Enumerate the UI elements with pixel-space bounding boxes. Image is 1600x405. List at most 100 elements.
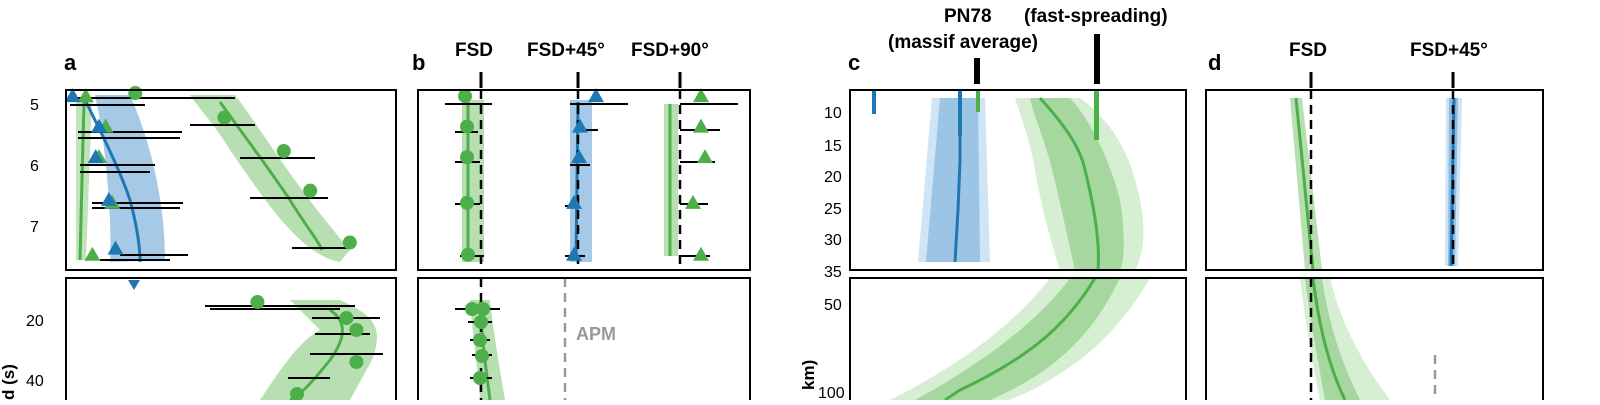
a-bottom-marks [250, 295, 364, 401]
c-header-pn78: PN78 [944, 6, 992, 27]
a-top-point-1-4 [84, 246, 101, 261]
a-top-point-2-2 [87, 149, 104, 164]
a-tick-5: 5 [30, 97, 39, 114]
d-bottom-curve [1311, 278, 1347, 400]
a-tick-7: 7 [30, 219, 39, 236]
a-top-plot [70, 95, 350, 263]
panel-b-label: b [412, 50, 425, 75]
b-top-marks [458, 88, 713, 262]
a-green-band [190, 95, 350, 262]
b-top-point-2-3 [685, 194, 701, 209]
a-ylabel: d (s) [0, 364, 18, 400]
c-green-tick-mid [976, 90, 980, 112]
c-tick-35: 35 [824, 264, 842, 281]
a-bottom-point-0-3 [349, 355, 364, 369]
c-tick-50: 50 [824, 297, 842, 314]
b-top-point-1-0 [588, 88, 604, 103]
c-header-massif: (massif average) [888, 32, 1038, 53]
a-bottom-point-0-0 [250, 295, 265, 309]
b-bottom-point-3 [473, 333, 487, 347]
b-header-fsd45: FSD+45° [527, 40, 605, 61]
a-top-marks [64, 86, 357, 261]
c-header-fast: (fast-spreading) [1024, 6, 1168, 27]
a-bottom-errorbars [205, 305, 383, 379]
d-header-ticks [1309, 72, 1455, 88]
a-top-point-2-3 [100, 191, 117, 206]
b-bottom-point-5 [473, 371, 487, 385]
a-top-point-0-1 [217, 110, 232, 125]
b-top-point-1-3 [566, 194, 582, 209]
a-errorbars [70, 97, 350, 261]
d-top-frame [1205, 89, 1544, 271]
d-top-plot [1290, 90, 1462, 270]
c-blue-tick-mid [958, 90, 962, 136]
b-bottom-point-1 [476, 302, 490, 316]
c-tick-100: 100 [818, 385, 845, 400]
b-top-frame [417, 89, 751, 271]
b-dashed-refs [479, 90, 682, 270]
a-top-point-2-4 [107, 240, 124, 255]
c-bottom-plot [890, 278, 1150, 400]
b-bottom-plot [455, 278, 567, 400]
panel-c-label: c [848, 50, 860, 75]
panel-b: b FSD FSD+45° FSD+90° [412, 40, 751, 405]
a-bottom-point-0-4 [290, 387, 304, 401]
a-blue-edge-marker [128, 280, 140, 290]
c-tick-15: 15 [824, 138, 842, 155]
panel-a: a 5 6 7 20 40 d (s) [0, 50, 397, 405]
b-top-point-0-0 [458, 89, 472, 104]
b-header-ticks [479, 72, 682, 88]
b-header-fsd90: FSD+90° [631, 40, 709, 61]
c-green-tick-right [1094, 90, 1099, 140]
b-bottom-frame [417, 277, 751, 405]
c-bottom-band-inner [915, 278, 1120, 400]
a-bottom-green-band [260, 300, 377, 400]
c-tick-20: 20 [824, 169, 842, 186]
c-blue-band-inner [926, 98, 980, 262]
a-top-point-0-3 [303, 183, 318, 198]
c-bottom-frame [849, 277, 1187, 405]
b-top-point-2-2 [697, 149, 713, 164]
b-bottom-point-0 [465, 302, 479, 316]
b-apm-label: APM [576, 324, 616, 344]
c-fast-bar [1094, 34, 1100, 84]
panel-d: d FSD FSD+45° [1205, 40, 1544, 405]
d-header-fsd45: FSD+45° [1410, 40, 1488, 61]
panel-d-label: d [1208, 50, 1221, 75]
a-top-point-2-0 [64, 88, 81, 103]
b-top-point-1-4 [566, 246, 582, 261]
a-bottom-frame [65, 277, 397, 405]
a-bottom-plot [205, 300, 383, 400]
b-top-point-2-1 [693, 118, 709, 133]
b-header-fsd: FSD [455, 40, 493, 61]
a-tick-40: 40 [26, 373, 44, 390]
b-top-point-0-4 [461, 247, 475, 262]
a-top-point-1-0 [77, 88, 94, 103]
a-bottom-point-0-1 [339, 311, 354, 325]
b-bottom-point-4 [475, 349, 489, 363]
a-tick-20: 20 [26, 313, 44, 330]
c-tick-30: 30 [824, 232, 842, 249]
c-tick-10: 10 [824, 105, 842, 122]
c-top-frame [849, 89, 1187, 271]
a-tick-6: 6 [30, 158, 39, 175]
c-blue-tick-left [872, 90, 876, 114]
a-green-curve-2 [78, 101, 86, 261]
a-top-point-0-0 [128, 86, 143, 101]
b-bottom-marks [465, 302, 490, 385]
b-top-point-0-1 [460, 119, 474, 134]
b-top-point-1-1 [572, 118, 588, 133]
d-bottom-plot [1300, 278, 1437, 400]
b-top-point-2-4 [693, 246, 709, 261]
a-blue-band [95, 95, 165, 262]
c-pn78-bar [974, 58, 980, 84]
d-header-fsd: FSD [1289, 40, 1327, 61]
c-top-plot [872, 90, 1144, 270]
a-top-frame [65, 89, 397, 271]
b-bottom-point-2 [474, 315, 488, 329]
b-top-point-0-3 [460, 195, 474, 210]
a-top-point-0-4 [342, 235, 357, 250]
b-top-plot [445, 90, 738, 270]
